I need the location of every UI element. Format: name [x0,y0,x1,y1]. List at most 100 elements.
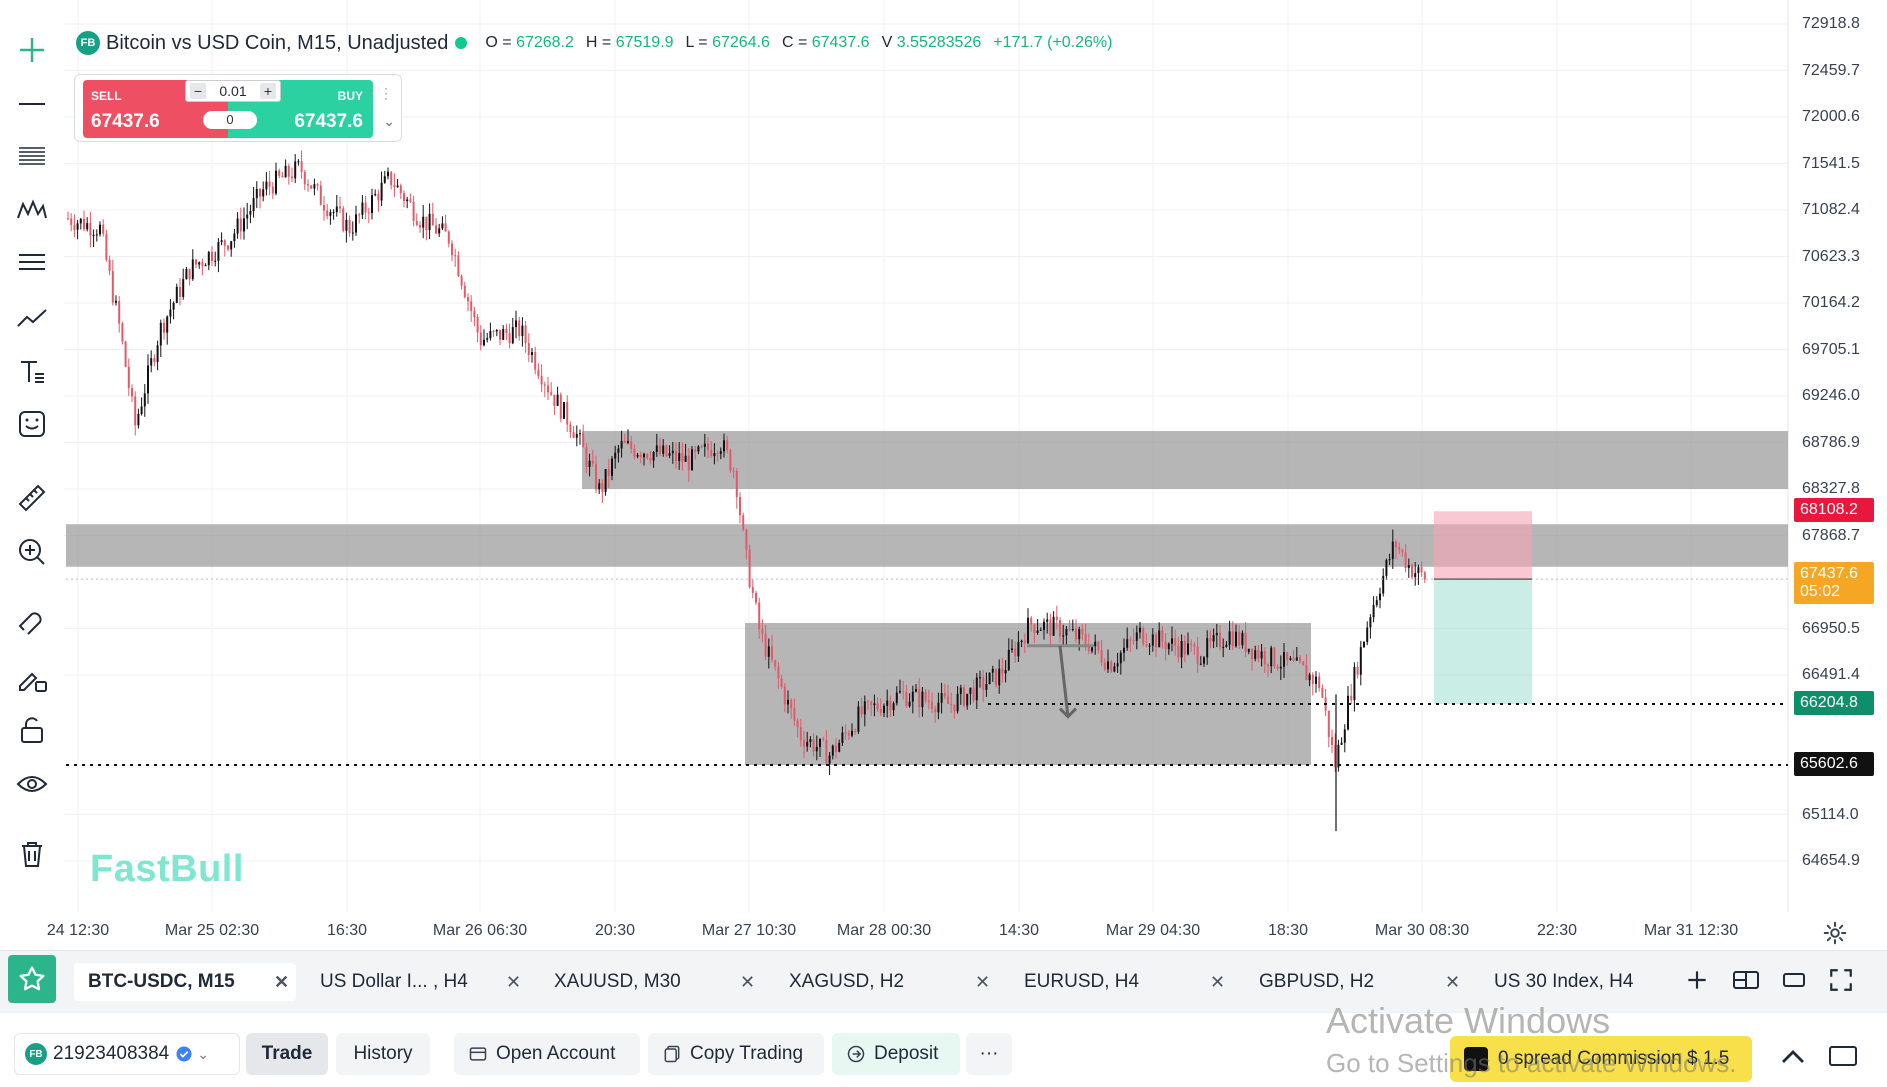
copy-trading-button[interactable]: Copy Trading [648,1033,824,1075]
candle-body [495,329,498,332]
close-tab-icon[interactable]: ✕ [740,971,756,992]
candle-body [521,325,524,337]
emoji-icon[interactable] [10,402,54,446]
candle-body [115,300,117,303]
stop-loss-area [1434,511,1532,580]
eye-icon[interactable] [10,762,54,806]
trash-icon[interactable] [10,832,54,876]
more-button[interactable]: ··· [966,1033,1012,1075]
candle-body [892,703,895,711]
candle-body [979,677,981,679]
candle-body [1129,639,1132,641]
candle-body [134,396,137,426]
magnet-icon[interactable] [10,600,54,644]
candle-body [99,224,101,235]
candle-body [556,394,559,406]
candle-body [630,441,633,449]
candle-body [620,440,623,449]
close-tab-icon[interactable]: ✕ [1445,971,1461,992]
deposit-button[interactable]: Deposit [832,1033,960,1075]
history-button[interactable]: History [336,1033,430,1075]
time-axis[interactable]: 24 12:30 Mar 25 02:30 16:30 Mar 26 06:30 20:… [47,912,1790,952]
pattern-icon[interactable] [10,188,54,232]
lock-icon[interactable] [10,708,54,752]
candle-body [1289,658,1292,660]
trend-line-icon[interactable] [10,296,54,340]
account-selector[interactable]: FB 21923408384 ⌄ [14,1033,240,1075]
panel-toggle-icon[interactable] [1828,1044,1858,1068]
promo-text: 0 spread Commission $ 1.5 [1498,1048,1730,1069]
fibonacci-icon[interactable] [10,134,54,178]
chart-tab[interactable]: GBPUSD, H2 ✕ [1245,963,1467,1001]
layout-icon[interactable] [1732,967,1760,993]
gear-icon[interactable] [1822,920,1848,946]
candle-body [1075,628,1077,640]
candle-body [726,440,729,450]
chart-tab[interactable]: US 30 Index, H4 [1480,963,1660,1001]
trade-button[interactable]: Trade [246,1033,328,1075]
close-tab-icon[interactable]: ✕ [1210,971,1226,992]
candle-body [915,689,917,692]
candle-body [476,317,479,333]
candle-body [281,175,284,178]
quantity-increase-button[interactable]: + [260,83,276,99]
chevron-up-icon[interactable] [1778,1042,1808,1072]
close-tab-icon[interactable]: ✕ [506,971,522,992]
candle-body [435,225,437,234]
candle-body [745,529,748,550]
candle-body [1116,663,1119,667]
quantity-stepper[interactable]: − 0.01 + [185,80,281,102]
candle-body [1091,646,1093,652]
candle-body [1142,627,1145,645]
candle-body [937,702,940,713]
candle-body [1420,567,1423,573]
drag-handle-icon[interactable]: ⋮⋮ [365,85,393,101]
quantity-decrease-button[interactable]: − [190,83,206,99]
candle-body [515,320,517,328]
candle-body [860,706,863,715]
candle-body [902,691,905,693]
quantity-value[interactable]: 0.01 [219,83,247,99]
channel-icon[interactable] [10,240,54,284]
chart-tab[interactable]: US Dollar I... , H4 ✕ [306,963,528,1001]
candle-body [1017,641,1020,657]
chart-tab[interactable]: XAUUSD, M30 ✕ [540,963,762,1001]
chart-tab[interactable]: BTC-USDC, M15 ✕ [74,963,296,1001]
candle-body [793,708,796,721]
candle-body [873,703,876,706]
candle-body [524,325,527,344]
candle-body [150,358,153,366]
brush-lock-icon[interactable] [10,656,54,700]
candle-body [1151,634,1154,646]
crosshair-icon[interactable] [10,28,54,72]
price-tag: 67437.6 05:02 [1794,562,1874,605]
chart-area[interactable] [0,0,1887,912]
time-tick: Mar 29 04:30 [1105,922,1201,939]
promo-banner[interactable]: 0 spread Commission $ 1.5 [1450,1036,1752,1082]
close-tab-icon[interactable]: ✕ [274,971,290,992]
price-axis[interactable]: 72918.8 72459.7 72000.6 71541.5 71082.4 70623… [1790,0,1887,910]
window-icon[interactable] [1780,967,1808,993]
open-account-button[interactable]: Open Account [454,1033,640,1075]
chart-tab[interactable]: XAGUSD, H2 ✕ [775,963,997,1001]
candle-body [441,223,444,229]
zoom-in-icon[interactable] [10,530,54,574]
chart-tab[interactable]: EURUSD, H4 ✕ [1010,963,1232,1001]
close-tab-icon[interactable]: ✕ [975,971,991,992]
time-tick: Mar 30 08:30 [1374,922,1470,939]
candle-body [655,445,658,452]
fullscreen-icon[interactable] [1828,967,1854,993]
favorites-button[interactable] [8,955,56,1003]
text-tool-icon[interactable] [10,350,54,394]
chevron-down-icon[interactable]: ⌄ [383,113,395,129]
symbol-title[interactable]: Bitcoin vs USD Coin, M15, Unadjusted [106,31,449,54]
candle-body [319,185,322,206]
ruler-icon[interactable] [10,476,54,520]
buy-label: BUY [337,89,363,103]
candle-body [879,709,882,713]
candle-body [431,213,434,226]
candle-body [188,268,191,280]
horizontal-line-icon[interactable] [10,82,54,126]
candle-body [969,687,972,694]
add-tab-icon[interactable] [1684,967,1710,993]
